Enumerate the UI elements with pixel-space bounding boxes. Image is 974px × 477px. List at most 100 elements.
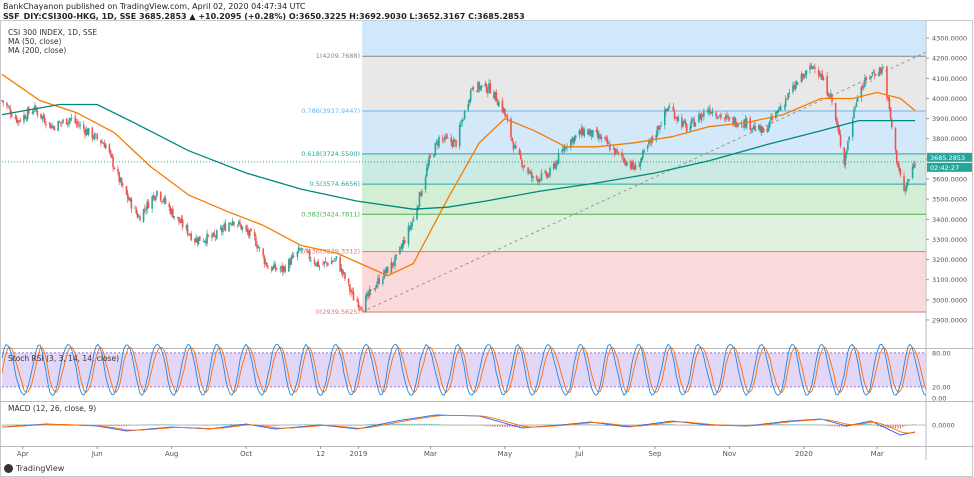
macd-histogram-bar xyxy=(870,423,872,425)
macd-histogram-bar xyxy=(553,424,555,425)
macd-histogram-bar xyxy=(8,424,10,426)
macd-histogram-bar xyxy=(130,425,132,426)
candle-body xyxy=(736,125,738,127)
candle-body xyxy=(58,122,61,123)
macd-histogram-bar xyxy=(157,424,159,425)
candle xyxy=(737,123,739,128)
candle-body xyxy=(233,221,235,225)
candle-body xyxy=(512,142,515,150)
candle xyxy=(95,133,97,135)
candle-body xyxy=(279,269,282,270)
candle xyxy=(646,144,649,153)
candle xyxy=(434,142,437,157)
candle-body xyxy=(899,168,902,175)
last-price-label: 3685.2853 xyxy=(930,154,965,162)
fib-zone xyxy=(362,251,927,312)
candle-body xyxy=(523,165,526,167)
macd-histogram-bar xyxy=(389,423,391,425)
legend-macd: MACD (12, 26, close, 9) xyxy=(8,404,97,413)
candle xyxy=(70,113,73,122)
candle-body xyxy=(891,119,893,128)
candle-body xyxy=(61,122,63,124)
macd-histogram-bar xyxy=(811,424,814,426)
candle-body xyxy=(862,85,865,89)
candle-body xyxy=(417,206,420,209)
candle-body xyxy=(471,88,473,90)
candle xyxy=(421,188,423,198)
candle-body xyxy=(676,116,678,120)
candle-body xyxy=(609,143,611,151)
candle xyxy=(340,263,343,276)
candle xyxy=(308,248,311,262)
candle-body xyxy=(502,108,505,113)
macd-histogram-bar xyxy=(555,424,557,425)
candle xyxy=(853,105,855,120)
candle xyxy=(214,234,217,242)
candle xyxy=(485,83,488,94)
candle-body xyxy=(245,225,247,230)
candle xyxy=(701,113,704,118)
candle-body xyxy=(663,109,666,125)
candle xyxy=(382,276,384,286)
candle-body xyxy=(467,103,470,111)
candle xyxy=(118,171,120,185)
candle xyxy=(297,244,300,254)
candle xyxy=(427,159,429,171)
candle xyxy=(855,99,858,108)
candle xyxy=(894,126,897,155)
candle-body xyxy=(590,130,593,137)
macd-histogram-bar xyxy=(841,425,843,427)
macd-histogram-bar xyxy=(269,425,272,427)
candle-body xyxy=(333,260,335,262)
candle-body xyxy=(485,83,488,93)
candle-body xyxy=(725,115,727,119)
candle xyxy=(301,248,304,253)
candle-body xyxy=(511,137,514,141)
candle-body xyxy=(455,140,457,147)
stoch-k-line xyxy=(1,343,927,396)
candle xyxy=(173,216,175,221)
candle xyxy=(760,125,763,137)
candle xyxy=(836,117,838,126)
candle xyxy=(864,74,866,88)
candle-body xyxy=(579,130,582,135)
candle xyxy=(310,256,312,263)
candle xyxy=(703,108,705,121)
macd-histogram-bar xyxy=(511,425,513,428)
tradingview-logo: TradingView xyxy=(4,464,64,473)
macd-histogram-bar xyxy=(587,424,589,425)
candle xyxy=(493,89,495,100)
candle xyxy=(154,195,157,203)
candle xyxy=(539,179,542,183)
candle-body xyxy=(570,139,572,148)
candle xyxy=(1,99,3,102)
macd-histogram-bar xyxy=(484,425,486,427)
candle xyxy=(545,170,548,179)
candle xyxy=(122,182,124,189)
candle xyxy=(103,139,106,148)
candle-body xyxy=(598,134,600,138)
candle-body xyxy=(25,118,28,120)
candle xyxy=(912,160,915,170)
macd-histogram-bar xyxy=(548,424,550,426)
candle xyxy=(476,90,478,93)
macd-histogram-bar xyxy=(504,425,506,427)
candle xyxy=(521,158,523,169)
macd-histogram-bar xyxy=(907,425,909,426)
candle-body xyxy=(59,122,62,124)
candle-body xyxy=(181,219,184,228)
candle-body xyxy=(69,118,72,120)
candle-body xyxy=(624,162,627,166)
candle xyxy=(202,238,205,242)
candle xyxy=(513,144,516,149)
candle-body xyxy=(305,248,307,250)
macd-histogram-bar xyxy=(780,424,782,425)
candle xyxy=(716,115,719,120)
candle xyxy=(749,115,752,132)
candle-body xyxy=(256,245,258,249)
candle-body xyxy=(314,264,317,266)
candle xyxy=(178,217,180,225)
candle xyxy=(905,181,908,193)
candle-body xyxy=(692,118,694,120)
